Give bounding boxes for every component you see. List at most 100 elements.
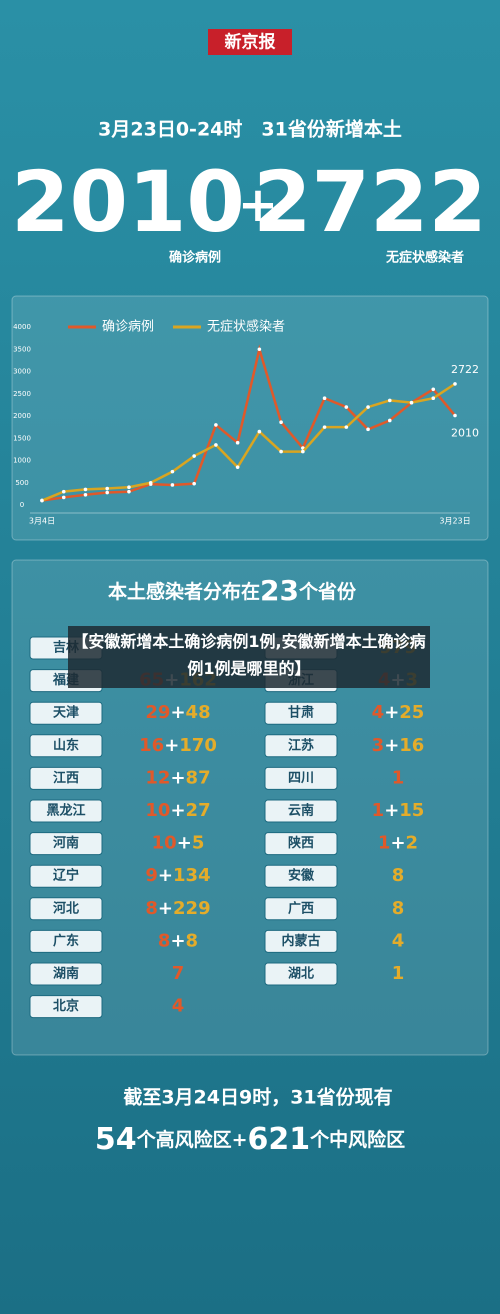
separator: + <box>170 800 185 821</box>
separator: + <box>158 898 173 919</box>
asymptomatic: 8 <box>186 930 199 951</box>
province-box <box>29 701 103 725</box>
province-box <box>264 962 338 986</box>
case-count: 3+16 <box>372 735 425 756</box>
confirmed: 10 <box>145 800 170 821</box>
point <box>322 396 327 401</box>
point <box>344 425 349 429</box>
province-box <box>29 929 103 953</box>
asymptomatic: 1 <box>392 963 405 984</box>
asymptomatic: 170 <box>179 735 217 756</box>
confirmed: 12 <box>145 767 170 788</box>
point <box>214 443 218 447</box>
case-count: 8+229 <box>145 898 210 919</box>
point <box>322 425 327 429</box>
high-count: 54 <box>95 1122 137 1157</box>
caption-box <box>68 626 430 688</box>
asymptomatic: 8 <box>392 865 405 886</box>
caption: 【安徽新增本土确诊病例1例,安徽新增本土确诊病例1例是哪里的】 <box>72 632 426 678</box>
province-box <box>29 832 103 856</box>
series-line <box>41 344 456 502</box>
province-box <box>264 897 338 921</box>
point <box>257 429 262 434</box>
asymptomatic: 87 <box>186 767 211 788</box>
separator: + <box>164 735 179 756</box>
province-box <box>264 832 338 856</box>
province-name: 天津 <box>53 705 79 721</box>
separator: + <box>177 833 192 854</box>
case-count: 8+8 <box>158 930 198 951</box>
separator: + <box>170 930 185 951</box>
y-tick-label: 1000 <box>13 457 31 465</box>
logo-box <box>208 29 292 55</box>
separator: + <box>384 702 399 723</box>
point <box>431 387 436 392</box>
province-box <box>29 897 103 921</box>
y-tick-label: 2000 <box>13 412 31 420</box>
x-tick-label: 3月23日 <box>439 517 470 526</box>
table-title: 本土感染者分布在23个省份 <box>108 574 357 607</box>
asymptomatic: 4 <box>392 930 405 951</box>
case-count: 1+2 <box>378 833 418 854</box>
asymptomatic-total: 2722 <box>253 153 487 251</box>
title-text: 本土感染者分布在 <box>108 580 260 603</box>
province-box <box>29 995 103 1019</box>
point <box>453 382 457 386</box>
province-name: 江苏 <box>288 737 314 753</box>
province-name: 湖南 <box>53 966 79 982</box>
headline: 3月23日0-24时 31省份新增本土 <box>98 118 402 141</box>
y-tick-label: 1500 <box>13 434 31 442</box>
asymptomatic: 25 <box>399 702 424 723</box>
province-name: 安徽 <box>288 868 315 884</box>
case-count: 8 <box>392 898 405 919</box>
chart-panel <box>11 295 489 541</box>
point <box>61 495 66 500</box>
point <box>344 405 349 409</box>
point <box>105 486 110 491</box>
province-name: 内蒙古 <box>281 933 320 949</box>
title-text: 个省份 <box>298 580 357 603</box>
point <box>170 483 175 487</box>
province-name: 湖北 <box>288 967 314 982</box>
case-count: 8 <box>392 865 405 886</box>
point <box>257 347 262 352</box>
asymptomatic: 134 <box>173 865 211 886</box>
y-tick-label: 4000 <box>13 323 31 331</box>
confirmed-total: 2010 <box>11 153 245 251</box>
mid-count: 621 <box>248 1122 311 1157</box>
province-name: 陕西 <box>288 835 314 851</box>
x-tick-label: 3月4日 <box>29 517 55 526</box>
point <box>387 418 392 423</box>
province-box <box>264 864 338 888</box>
point <box>192 454 196 458</box>
case-count: 1+15 <box>372 800 425 821</box>
point <box>431 396 436 401</box>
province-name: 北京 <box>53 998 79 1014</box>
point <box>127 489 131 494</box>
separator: + <box>384 735 399 756</box>
end-label: 2722 <box>451 363 479 376</box>
separator: + <box>170 702 185 723</box>
case-count: 4 <box>392 930 405 951</box>
point <box>127 485 131 490</box>
confirmed: 4 <box>372 702 385 723</box>
legend-label: 无症状感染者 <box>207 319 285 335</box>
point <box>301 449 305 454</box>
case-count: 10+27 <box>145 800 210 821</box>
asymptomatic: 229 <box>173 898 211 919</box>
case-count: 29+48 <box>145 702 210 723</box>
confirmed: 8 <box>145 898 158 919</box>
point <box>235 465 240 469</box>
case-count: 4+25 <box>372 702 425 723</box>
province-box <box>264 734 338 758</box>
end-label: 2010 <box>451 427 479 440</box>
case-count: 12+87 <box>145 767 210 788</box>
confirmed: 10 <box>152 833 177 854</box>
confirmed: 1 <box>378 833 391 854</box>
province-name: 广东 <box>53 933 79 949</box>
province-box <box>29 734 103 758</box>
asymptomatic-label: 无症状感染者 <box>385 250 464 266</box>
legend-label: 确诊病例 <box>102 320 154 335</box>
point <box>279 420 283 425</box>
